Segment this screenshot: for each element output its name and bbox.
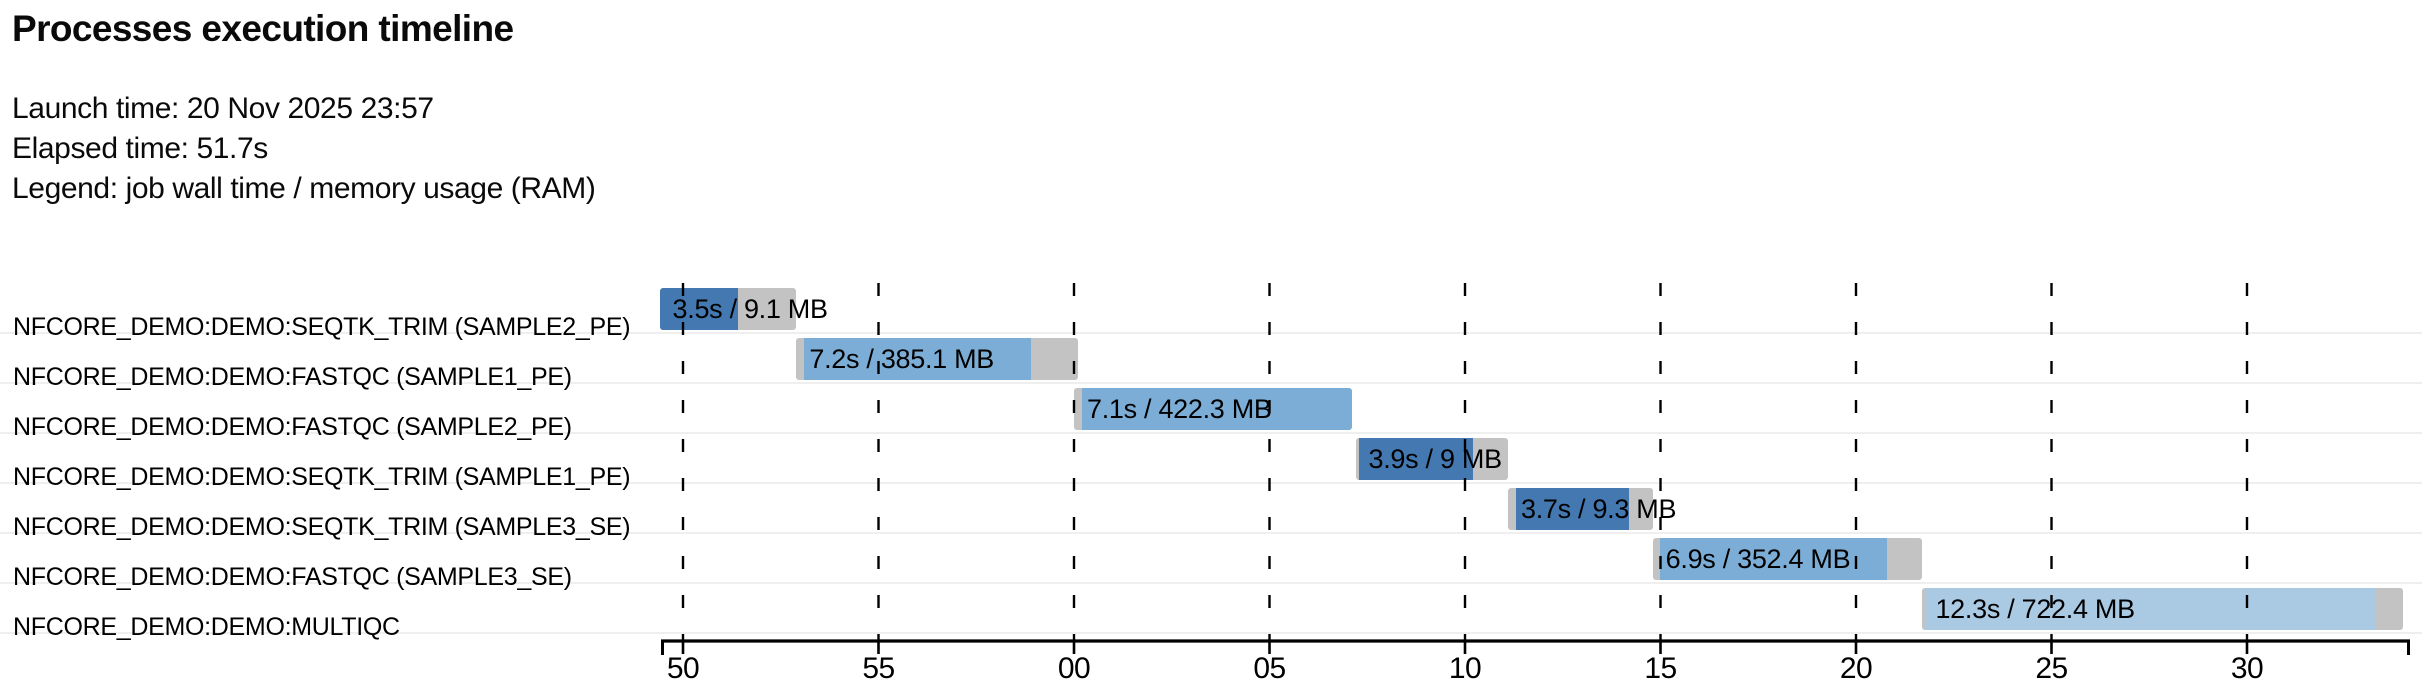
launch-time-text: Launch time: 20 Nov 2025 23:57: [12, 92, 434, 125]
axis-tick-label: 55: [862, 652, 895, 685]
task-bar-segment-pre: [1652, 538, 1661, 580]
row-separator: [0, 482, 2422, 484]
task-bar-segment-pre: [1355, 438, 1360, 480]
axis-tick-label: 25: [2035, 652, 2068, 685]
axis-tick-label: 20: [1839, 652, 1873, 685]
elapsed-time-text: Elapsed time: 51.7s: [12, 132, 268, 165]
task-bar-label: 7.2s / 385.1 MB: [809, 344, 994, 374]
task-bar-segment-post: [2376, 588, 2404, 630]
process-label: NFCORE_DEMO:DEMO:MULTIQC: [13, 613, 400, 641]
axis-tick-label: 05: [1253, 652, 1286, 685]
task-bar: [796, 338, 1078, 380]
task-bar: [1922, 588, 2404, 630]
task-bar-segment-run: [1081, 388, 1352, 430]
page-title: Processes execution timeline: [12, 8, 514, 49]
task-bar-label: 7.1s / 422.3 MB: [1087, 394, 1272, 424]
row-separator: [0, 382, 2422, 384]
task-bar-segment-post: [1472, 438, 1508, 480]
task-bar-segment-run: [804, 338, 1031, 380]
task-bar-segment-run: [1359, 438, 1473, 480]
task-bar-segment-post: [1887, 538, 1923, 580]
axis-tick-label: 15: [1644, 652, 1677, 685]
row-separator: [0, 582, 2422, 584]
process-label: NFCORE_DEMO:DEMO:SEQTK_TRIM (SAMPLE1_PE): [13, 463, 631, 491]
process-label: NFCORE_DEMO:DEMO:SEQTK_TRIM (SAMPLE3_SE): [13, 513, 631, 541]
task-bar-segment-post: [737, 288, 797, 330]
task-bar-segment-run: [1925, 588, 2377, 630]
axis-tick-label: 50: [666, 652, 700, 685]
row-separator: [0, 332, 2422, 334]
task-bar-segment-pre: [796, 338, 805, 380]
process-label: NFCORE_DEMO:DEMO:FASTQC (SAMPLE2_PE): [13, 413, 572, 441]
task-bar-segment-pre: [1074, 388, 1082, 430]
legend-text: Legend: job wall time / memory usage (RA…: [12, 172, 596, 205]
task-bar: [1355, 438, 1508, 480]
task-bar: [1652, 538, 1923, 580]
row-separator: [0, 432, 2422, 434]
task-bar-segment-post: [1629, 488, 1653, 530]
task-bar-segment-post: [1030, 338, 1078, 380]
task-bar-segment-run: [659, 288, 738, 330]
process-label: NFCORE_DEMO:DEMO:FASTQC (SAMPLE1_PE): [13, 363, 572, 391]
task-bar-label: 6.9s / 352.4 MB: [1665, 544, 1851, 574]
task-bar-label: 3.7s / 9.3 MB: [1521, 494, 1677, 524]
row-separator: [0, 632, 2422, 634]
axis-tick-label: 30: [2230, 652, 2264, 685]
task-bar-label: 12.3s / 722.4 MB: [1935, 594, 2135, 624]
task-bar-segment-pre: [1922, 588, 1926, 630]
row-separator: [0, 532, 2422, 534]
process-label: NFCORE_DEMO:DEMO:FASTQC (SAMPLE3_SE): [13, 563, 572, 591]
task-bar-segment-run: [1515, 488, 1630, 530]
task-bar: [1508, 488, 1653, 530]
task-bar-segment-run: [1660, 538, 1888, 580]
axis-tick-label: 00: [1057, 652, 1091, 685]
axis-tick-label: 10: [1448, 652, 1482, 685]
task-bar: [659, 288, 797, 330]
task-bar: [1074, 388, 1352, 430]
task-bar-segment-pre: [1508, 488, 1516, 530]
task-bar-label: 3.9s / 9 MB: [1368, 444, 1503, 474]
process-label: NFCORE_DEMO:DEMO:SEQTK_TRIM (SAMPLE2_PE): [13, 313, 631, 341]
task-bar-label: 3.5s / 9.1 MB: [672, 294, 828, 324]
